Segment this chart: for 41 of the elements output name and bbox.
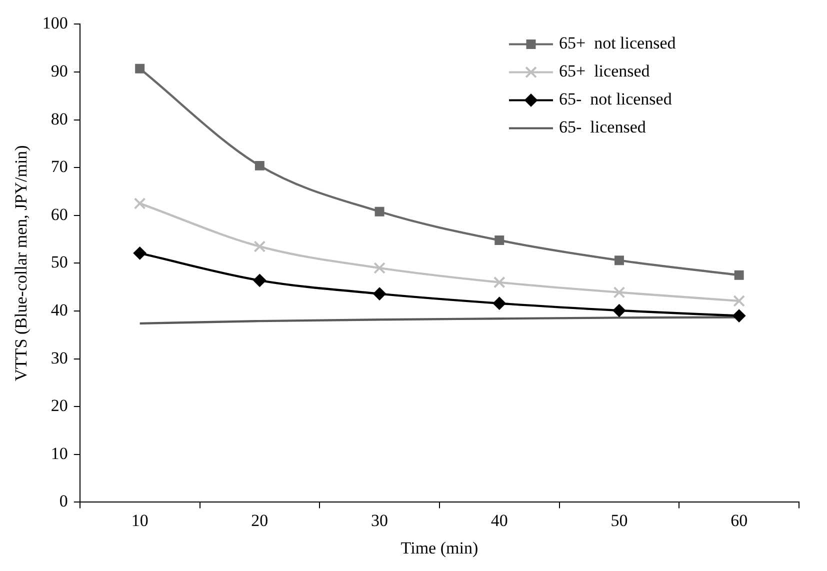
- y-tick-label: 50: [50, 252, 68, 272]
- legend-label: 65- not licensed: [559, 90, 672, 109]
- y-tick-label: 70: [50, 157, 68, 176]
- y-tick-label: 10: [50, 444, 68, 463]
- x-tick-label: 60: [730, 510, 748, 530]
- legend-label: 65+ not licensed: [559, 34, 676, 53]
- point: [614, 256, 624, 266]
- point: [612, 304, 626, 318]
- point: [493, 276, 506, 288]
- y-tick-label: 30: [50, 348, 68, 368]
- legend-label: 65- licensed: [559, 118, 646, 137]
- point: [492, 296, 506, 310]
- point: [374, 262, 386, 274]
- point: [732, 309, 746, 322]
- y-tick-label: 90: [50, 61, 68, 80]
- legend-label: 65+ licensed: [559, 62, 650, 81]
- point: [613, 286, 626, 298]
- x-tick-label: 30: [371, 510, 388, 530]
- point: [135, 64, 145, 74]
- y-tick-label: 100: [42, 14, 68, 33]
- x-tick-label: 40: [490, 510, 508, 530]
- y-tick-label: 80: [50, 109, 68, 128]
- y-tick-label: 20: [50, 396, 68, 416]
- point: [254, 240, 266, 252]
- point: [494, 236, 504, 245]
- y-tick-label: 60: [50, 204, 68, 224]
- y-axis-title: VTTS (Blue-collar men, JPY/min): [12, 145, 31, 382]
- point: [374, 206, 384, 216]
- point: [254, 160, 264, 170]
- x-tick-label: 10: [131, 510, 148, 530]
- point: [734, 270, 744, 280]
- point: [253, 274, 266, 287]
- point: [373, 287, 386, 300]
- x-tick-label: 20: [251, 510, 268, 530]
- x-tick-label: 50: [610, 510, 628, 530]
- x-axis-title: Time (min): [400, 538, 478, 558]
- y-tick-label: 0: [59, 492, 68, 511]
- point: [134, 198, 146, 210]
- point: [133, 246, 146, 260]
- y-tick-label: 40: [50, 300, 68, 320]
- point: [733, 295, 746, 307]
